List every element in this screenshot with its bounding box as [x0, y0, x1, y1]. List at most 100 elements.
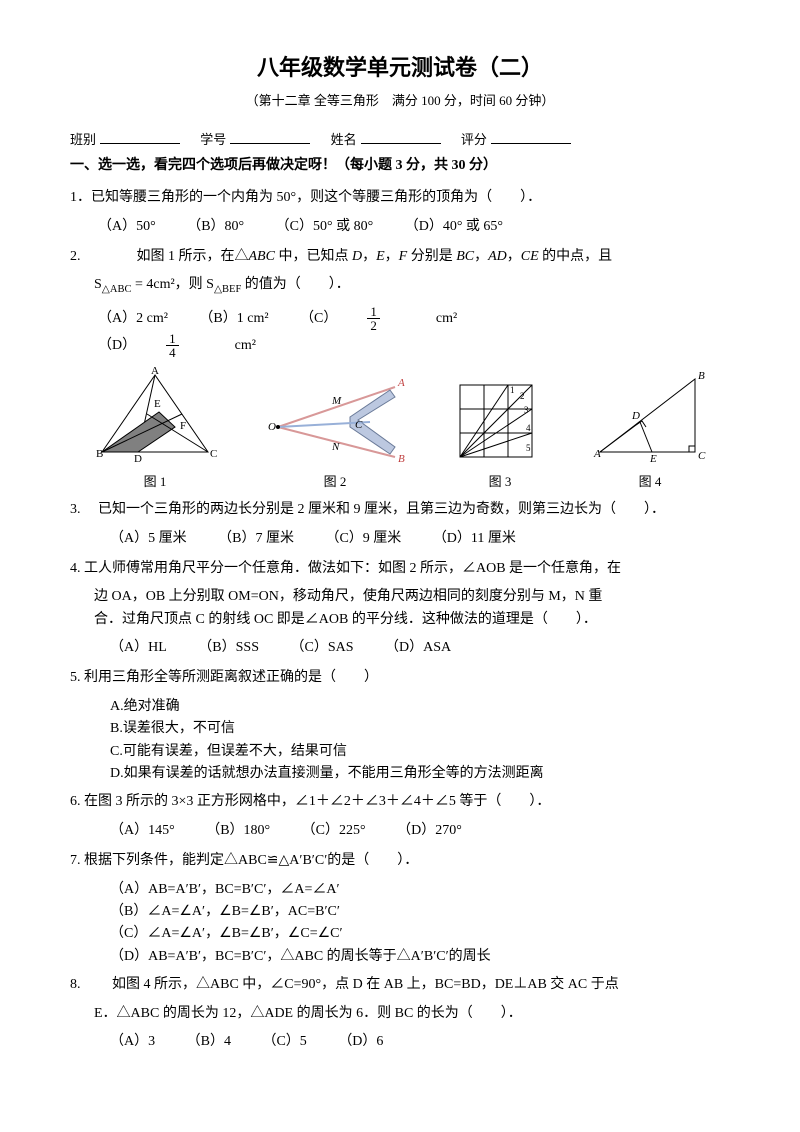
- q4-opt-c: （C）SAS: [290, 637, 353, 659]
- fig3-svg: 1 2 3 4 5: [450, 377, 550, 462]
- question-6: 6. 在图 3 所示的 3×3 正方形网格中，∠1＋∠2＋∠3＋∠4＋∠5 等于…: [70, 791, 730, 813]
- q2-s2: = 4cm²，则 S: [131, 277, 213, 292]
- fig1-svg: A B C D E F: [90, 367, 220, 462]
- q1-opt-b: （B）80°: [187, 216, 244, 238]
- q5-opt-b: B.误差很大，不可信: [110, 718, 730, 740]
- q5-options: A.绝对准确 B.误差很大，不可信 C.可能有误差，但误差不大，结果可信 D.如…: [110, 696, 730, 786]
- fig2-label: 图 2: [260, 472, 410, 493]
- q2-opt-a: （A）2 cm²: [98, 308, 168, 330]
- svg-text:A: A: [151, 367, 159, 377]
- q2-s1: S: [94, 277, 102, 292]
- q2-seg: 的中点，且: [539, 249, 613, 264]
- blank-score: [491, 130, 571, 144]
- q2-seg: 分别是: [407, 249, 456, 264]
- q2-seg: 中，已知点: [275, 249, 352, 264]
- svg-text:A: A: [593, 448, 601, 460]
- figure-3: 1 2 3 4 5 图 3: [450, 377, 550, 493]
- question-2: 2. 如图 1 所示，在△ABC 中，已知点 D，E，F 分别是 BC，AD，C…: [70, 246, 730, 268]
- q7-opt-a: （A）AB=A′B′，BC=B′C′，∠A=∠A′: [110, 879, 730, 901]
- q8-options: （A）3 （B）4 （C）5 （D）6: [110, 1031, 730, 1053]
- q7-opt-b: （B）∠A=∠A′，∠B=∠B′，AC=B′C′: [110, 901, 730, 923]
- q3-opt-c: （C）9 厘米: [325, 528, 401, 550]
- question-7: 7. 根据下列条件，能判定△ABC≌△A′B′C′的是（ ）．: [70, 850, 730, 872]
- q7-opt-c: （C）∠A=∠A′，∠B=∠B′，∠C=∠C′: [110, 923, 730, 945]
- svg-text:F: F: [180, 420, 186, 432]
- svg-text:2: 2: [520, 391, 525, 401]
- q2-opt-d: （D）14 cm²: [98, 332, 284, 359]
- svg-text:E: E: [154, 398, 161, 410]
- svg-text:3: 3: [524, 405, 529, 415]
- figure-1: A B C D E F 图 1: [90, 367, 220, 493]
- fig4-svg: A B C D E: [590, 367, 710, 462]
- student-info-line: 班别 学号 姓名 评分: [70, 130, 730, 151]
- svg-text:E: E: [649, 453, 657, 462]
- q3-opt-a: （A）5 厘米: [110, 528, 187, 550]
- q6-opt-c: （C）225°: [302, 820, 366, 842]
- q2-seg: ，: [362, 249, 376, 264]
- q2-options: （A）2 cm² （B）1 cm² （C）12 cm² （D）14 cm²: [98, 305, 730, 359]
- svg-text:B: B: [398, 453, 405, 462]
- q2d-pre: （D）: [98, 335, 136, 357]
- q2-opt-b: （B）1 cm²: [199, 308, 268, 330]
- blank-id: [230, 130, 310, 144]
- q5-opt-a: A.绝对准确: [110, 696, 730, 718]
- q2c-pre: （C）: [300, 308, 337, 330]
- question-8-l1: 8. 如图 4 所示，△ABC 中，∠C=90°，点 D 在 AB 上，BC=B…: [70, 974, 730, 996]
- svg-text:A: A: [397, 377, 405, 389]
- svg-text:D: D: [631, 410, 640, 422]
- q2-seg: 2. 如图 1 所示，在△: [70, 249, 249, 264]
- q2-seg: ，: [507, 249, 521, 264]
- label-id: 学号: [200, 132, 226, 147]
- svg-text:M: M: [331, 395, 342, 407]
- q4-opt-b: （B）SSS: [198, 637, 259, 659]
- q4-options: （A）HL （B）SSS （C）SAS （D）ASA: [110, 637, 730, 659]
- q6-options: （A）145° （B）180° （C）225° （D）270°: [110, 820, 730, 842]
- svg-text:1: 1: [510, 385, 515, 395]
- q3-options: （A）5 厘米 （B）7 厘米 （C）9 厘米 （D）11 厘米: [110, 528, 730, 550]
- q1-options: （A）50° （B）80° （C）50° 或 80° （D）40° 或 65°: [98, 216, 730, 238]
- question-5: 5. 利用三角形全等所测距离叙述正确的是（ ）: [70, 667, 730, 689]
- svg-text:C: C: [210, 448, 217, 460]
- q4-opt-d: （D）ASA: [385, 637, 451, 659]
- q6-opt-b: （B）180°: [206, 820, 270, 842]
- q2c-unit: cm²: [436, 308, 457, 330]
- q2d-unit: cm²: [235, 335, 256, 357]
- svg-text:5: 5: [526, 443, 531, 453]
- q8-opt-a: （A）3: [110, 1031, 155, 1053]
- q8-opt-b: （B）4: [187, 1031, 231, 1053]
- q1-opt-a: （A）50°: [98, 216, 156, 238]
- fig4-label: 图 4: [590, 472, 710, 493]
- svg-text:4: 4: [526, 423, 531, 433]
- q3-opt-b: （B）7 厘米: [218, 528, 294, 550]
- q6-opt-a: （A）145°: [110, 820, 175, 842]
- svg-text:B: B: [96, 448, 103, 460]
- label-class: 班别: [70, 132, 96, 147]
- q3-opt-d: （D）11 厘米: [433, 528, 516, 550]
- page-subtitle: （第十二章 全等三角形 满分 100 分，时间 60 分钟）: [70, 91, 730, 112]
- question-4-l3: 合．过角尺顶点 C 的射线 OC 即是∠AOB 的平分线．这种做法的道理是（ ）…: [94, 609, 730, 631]
- figure-4: A B C D E 图 4: [590, 367, 710, 493]
- fig1-label: 图 1: [90, 472, 220, 493]
- svg-text:B: B: [698, 370, 705, 382]
- svg-text:C: C: [698, 450, 706, 462]
- blank-name: [361, 130, 441, 144]
- question-8-l2: E．△ABC 的周长为 12，△ADE 的周长为 6．则 BC 的长为（ ）．: [94, 1003, 730, 1025]
- q2-opt-c: （C）12 cm²: [300, 305, 485, 332]
- question-4-l2: 边 OA，OB 上分别取 OM=ON，移动角尺，使角尺两边相同的刻度分别与 M，…: [94, 586, 730, 608]
- q7-opt-d: （D）AB=A′B′，BC=B′C′，△ABC 的周长等于△A′B′C′的周长: [110, 946, 730, 968]
- fig3-label: 图 3: [450, 472, 550, 493]
- section-1-head: 一、选一选，看完四个选项后再做决定呀！（每小题 3 分，共 30 分）: [70, 155, 730, 177]
- q7-options: （A）AB=A′B′，BC=B′C′，∠A=∠A′ （B）∠A=∠A′，∠B=∠…: [110, 879, 730, 969]
- q8-opt-c: （C）5: [262, 1031, 306, 1053]
- q8-opt-d: （D）6: [338, 1031, 383, 1053]
- svg-text:O: O: [268, 421, 276, 433]
- question-1: 1．已知等腰三角形的一个内角为 50°，则这个等腰三角形的顶角为（ ）．: [70, 187, 730, 209]
- q5-opt-c: C.可能有误差，但误差不大，结果可信: [110, 741, 730, 763]
- figures-row: A B C D E F 图 1 O A B C M N 图 2: [70, 367, 730, 493]
- q2-s3: 的值为（ ）．: [241, 277, 350, 292]
- q2-line2: S△ABC = 4cm²，则 S△BEF 的值为（ ）．: [94, 274, 730, 299]
- page-title: 八年级数学单元测试卷（二）: [70, 50, 730, 85]
- q1-opt-c: （C）50° 或 80°: [276, 216, 374, 238]
- q4-opt-a: （A）HL: [110, 637, 167, 659]
- svg-text:N: N: [331, 441, 340, 453]
